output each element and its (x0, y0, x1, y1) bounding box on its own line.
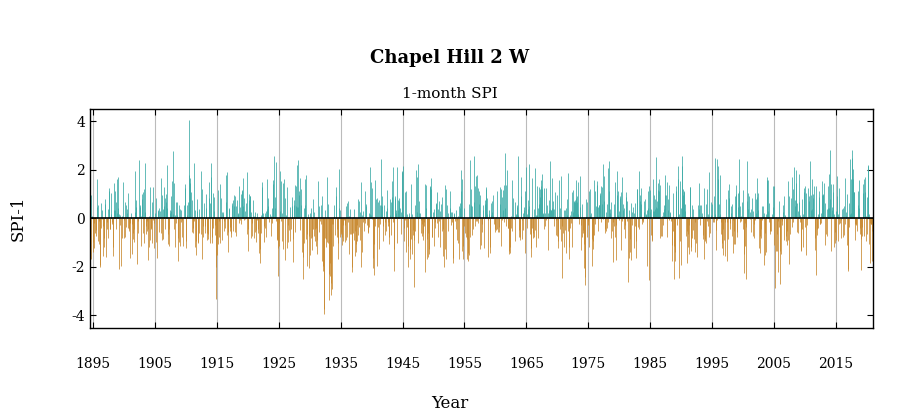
Text: 1935: 1935 (323, 357, 358, 371)
Text: 2015: 2015 (818, 357, 853, 371)
Text: 1915: 1915 (199, 357, 235, 371)
Text: Chapel Hill 2 W: Chapel Hill 2 W (371, 49, 529, 67)
Text: 1905: 1905 (138, 357, 173, 371)
Text: 2005: 2005 (757, 357, 791, 371)
Text: 1985: 1985 (633, 357, 668, 371)
Text: 1-month SPI: 1-month SPI (402, 87, 498, 101)
Text: 1895: 1895 (76, 357, 111, 371)
Text: SPI-1: SPI-1 (10, 196, 26, 241)
Text: 1925: 1925 (261, 357, 296, 371)
Text: 1965: 1965 (508, 357, 544, 371)
Text: 1975: 1975 (571, 357, 606, 371)
Text: 1945: 1945 (385, 357, 420, 371)
Text: Year: Year (431, 395, 469, 412)
Text: 1995: 1995 (695, 357, 730, 371)
Text: 1955: 1955 (447, 357, 482, 371)
